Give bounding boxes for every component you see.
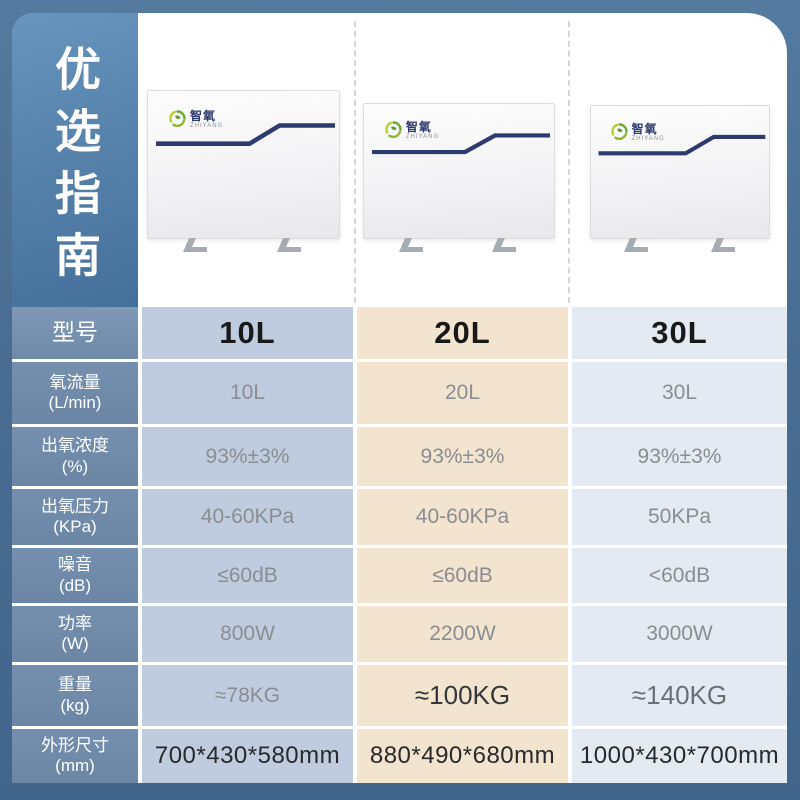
brand-name: 智氧 bbox=[190, 109, 217, 124]
brand-swirl-icon bbox=[169, 110, 186, 128]
brand-name-latin: ZHIYANG bbox=[405, 134, 440, 141]
table-cell-pressure-20l: 40-60KPa bbox=[357, 489, 568, 545]
machine-foot bbox=[277, 238, 302, 252]
vertical-divider bbox=[354, 21, 356, 303]
row-label-concentration: 出氧浓度 (%) bbox=[12, 427, 138, 486]
brand-swirl-icon bbox=[610, 123, 628, 141]
brand-name: 智氧 bbox=[631, 122, 658, 137]
table-cell-pressure-30l: 50KPa bbox=[572, 489, 787, 545]
brand-logo: 智氧 ZHIYANG bbox=[385, 121, 439, 140]
table-cell-pressure-10l: 40-60KPa bbox=[142, 489, 353, 545]
table-cell-dimensions-30l: 1000*430*700mm bbox=[572, 729, 787, 783]
table-cell-dimensions-10l: 700*430*580mm bbox=[142, 729, 353, 783]
table-cell-flow-20l: 20L bbox=[357, 362, 568, 424]
table-cell-weight-20l: ≈100KG bbox=[357, 665, 568, 726]
row-label-model: 型号 bbox=[12, 307, 138, 359]
table-cell-power-10l: 800W bbox=[142, 606, 353, 662]
machine-foot bbox=[711, 238, 736, 252]
machine-foot bbox=[492, 238, 517, 252]
table-cell-concentration-20l: 93%±3% bbox=[357, 427, 568, 486]
vertical-divider bbox=[568, 21, 570, 303]
brand-logo: 智氧 ZHIYANG bbox=[169, 110, 223, 129]
machine-foot bbox=[399, 238, 424, 252]
table-cell-flow-30l: 30L bbox=[572, 362, 787, 424]
spec-comparison-table: 型号 10L 20L 30L 氧流量 (L/min) 10L 20L 30L 出… bbox=[12, 307, 787, 783]
table-cell-dimensions-20l: 880*490*680mm bbox=[357, 729, 568, 783]
table-cell-power-20l: 2200W bbox=[357, 606, 568, 662]
panel-stripe-decoration bbox=[156, 123, 335, 146]
table-cell-noise-30l: <60dB bbox=[572, 548, 787, 603]
table-cell-model-30l: 30L bbox=[572, 307, 787, 359]
machine-foot bbox=[624, 238, 649, 252]
sidebar-guide-banner: 优选指南 bbox=[12, 13, 138, 307]
table-cell-noise-10l: ≤60dB bbox=[142, 548, 353, 603]
product-image-20l: 智氧 ZHIYANG bbox=[363, 103, 555, 252]
content-card: 智氧 ZHIYANG 智氧 ZHIYANG bbox=[12, 13, 787, 783]
product-image-30l: 智氧 ZHIYANG bbox=[590, 105, 770, 252]
table-cell-weight-10l: ≈78KG bbox=[142, 665, 353, 726]
brand-logo: 智氧 ZHIYANG bbox=[610, 122, 665, 143]
table-cell-model-10l: 10L bbox=[142, 307, 353, 359]
row-label-pressure: 出氧压力 (KPa) bbox=[12, 489, 138, 545]
product-image-10l: 智氧 ZHIYANG bbox=[147, 90, 340, 252]
brand-name: 智氧 bbox=[405, 120, 432, 135]
page-title: 优选指南 bbox=[49, 45, 101, 293]
table-cell-noise-20l: ≤60dB bbox=[357, 548, 568, 603]
table-cell-flow-10l: 10L bbox=[142, 362, 353, 424]
table-cell-power-30l: 3000W bbox=[572, 606, 787, 662]
panel-stripe-decoration bbox=[598, 134, 766, 156]
brand-name-latin: ZHIYANG bbox=[631, 136, 665, 143]
table-cell-model-20l: 20L bbox=[357, 307, 568, 359]
brand-name-latin: ZHIYANG bbox=[190, 123, 224, 130]
product-gallery: 智氧 ZHIYANG 智氧 ZHIYANG bbox=[138, 13, 787, 307]
table-cell-concentration-10l: 93%±3% bbox=[142, 427, 353, 486]
row-label-weight: 重量 (kg) bbox=[12, 665, 138, 726]
row-label-power: 功率 (W) bbox=[12, 606, 138, 662]
table-cell-weight-30l: ≈140KG bbox=[572, 665, 787, 726]
table-cell-concentration-30l: 93%±3% bbox=[572, 427, 787, 486]
row-label-noise: 噪音 (dB) bbox=[12, 548, 138, 603]
row-label-dimensions: 外形尺寸 (mm) bbox=[12, 729, 138, 783]
panel-stripe-decoration bbox=[372, 133, 550, 155]
brand-swirl-icon bbox=[385, 121, 402, 139]
machine-foot bbox=[183, 238, 208, 252]
row-label-flow: 氧流量 (L/min) bbox=[12, 362, 138, 424]
